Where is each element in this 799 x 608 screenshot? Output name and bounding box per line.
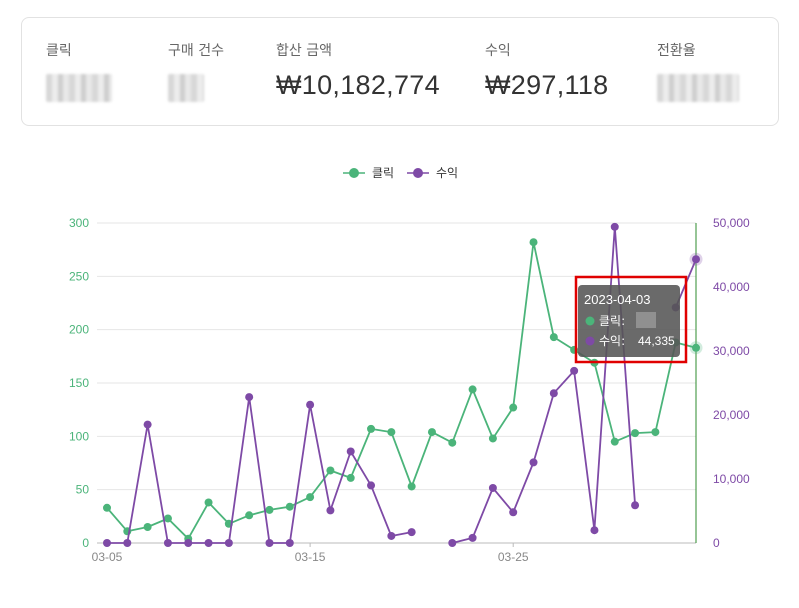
data-point-clicks [610,437,619,446]
data-point-revenue [488,483,497,492]
data-point-revenue [103,539,111,547]
data-point-clicks [245,511,254,520]
tooltip-revenue-value: 44,335 [638,334,675,348]
x-tick-label: 03-15 [295,550,326,564]
stat-clicks-redacted [46,74,112,102]
stat-conversion-redacted [657,74,739,102]
data-point-revenue [367,481,376,490]
data-point-revenue [468,533,477,542]
stat-total-amount-label: 합산 금액 [276,43,332,59]
data-point-clicks [631,429,640,438]
data-point-revenue [184,539,193,547]
legend-marker-clicks [349,168,359,178]
data-point-revenue [204,539,213,547]
stat-revenue-label: 수익 [485,43,511,59]
y-right-tick-label: 10,000 [713,472,750,486]
data-point-clicks [367,424,376,433]
data-point-revenue [610,222,619,231]
data-point-clicks [103,503,111,512]
data-point-revenue [285,539,294,547]
x-tick-label: 03-25 [498,550,529,564]
data-point-clicks [346,473,355,482]
data-point-revenue [224,539,233,547]
stat-revenue-value: ₩297,118 [485,70,609,100]
data-point-revenue [448,539,457,547]
series-line-revenue [107,225,697,544]
data-point-revenue [570,366,579,375]
y-left-tick-label: 100 [69,429,89,443]
data-point-revenue [143,420,152,429]
stat-total-amount-value: ₩10,182,774 [276,70,440,100]
data-point-clicks [549,333,558,342]
data-point-clicks [488,434,497,443]
tooltip-clicks-marker [585,316,595,326]
data-point-clicks [306,493,315,502]
tooltip-title: 2023-04-03 [584,292,651,307]
stat-purchases-redacted [168,74,204,102]
stat-clicks-label: 클릭 [46,43,72,59]
data-point-revenue [590,526,599,535]
data-point-revenue [163,539,172,547]
legend-marker-revenue [413,168,423,178]
data-point-revenue [306,400,315,409]
series-line-clicks [106,241,697,540]
tooltip-clicks-redacted [636,312,656,328]
tooltip-box [578,285,680,357]
y-left-tick-label: 250 [69,269,89,283]
data-point-clicks [448,438,457,447]
data-point-revenue [326,506,335,515]
y-left-tick-label: 300 [69,216,89,230]
y-right-tick-label: 0 [713,536,720,550]
y-right-tick-label: 20,000 [713,408,750,422]
data-point-revenue [245,393,254,402]
stat-purchases-label: 구매 건수 [168,43,224,59]
summary-card: 클릭 구매 건수 합산 금액 ₩10,182,774 수익 ₩297,118 전… [21,17,779,126]
data-point-revenue [692,255,700,264]
stat-conversion-label: 전환율 [657,43,696,59]
data-point-clicks [529,238,538,247]
data-point-revenue [265,539,274,547]
y-right-tick-label: 30,000 [713,344,750,358]
data-point-clicks [387,428,396,437]
y-left-tick-label: 200 [69,323,89,337]
data-point-revenue [509,508,518,517]
data-point-clicks [427,428,436,437]
data-point-clicks [651,428,660,437]
tooltip-revenue-label: 수익: [599,334,625,348]
y-left-tick-label: 50 [76,483,90,497]
data-point-clicks [265,505,274,514]
data-point-clicks [285,502,294,511]
legend-label-clicks: 클릭 [372,166,394,180]
legend-label-revenue: 수익 [436,166,458,180]
y-left-tick-label: 150 [69,376,89,390]
data-point-revenue [123,539,132,547]
data-point-revenue [631,501,640,510]
tooltip-revenue-marker [585,336,595,346]
data-point-revenue [407,528,416,537]
data-point-revenue [346,447,355,456]
data-point-clicks [204,498,213,507]
data-point-clicks [143,523,152,531]
data-point-clicks [509,403,518,412]
highlight-box [574,275,688,364]
data-point-clicks [692,343,700,352]
legend-item-clicks: 클릭 [343,166,394,180]
legend-item-revenue: 수익 [407,166,458,180]
data-point-clicks [468,385,477,394]
data-point-revenue [529,458,538,467]
x-tick-label: 03-05 [92,550,123,564]
data-point-clicks [326,466,335,475]
data-point-clicks [407,482,416,491]
y-right-tick-label: 50,000 [713,216,750,230]
y-right-tick-label: 40,000 [713,280,750,294]
data-point-revenue [549,389,558,398]
y-left-tick-label: 0 [82,536,89,550]
data-point-revenue [387,531,396,540]
tooltip-clicks-label: 클릭: [599,314,625,328]
tooltip: 2023-04-03 클릭: 수익: 44,335 [578,285,680,357]
data-point-clicks [163,514,172,523]
